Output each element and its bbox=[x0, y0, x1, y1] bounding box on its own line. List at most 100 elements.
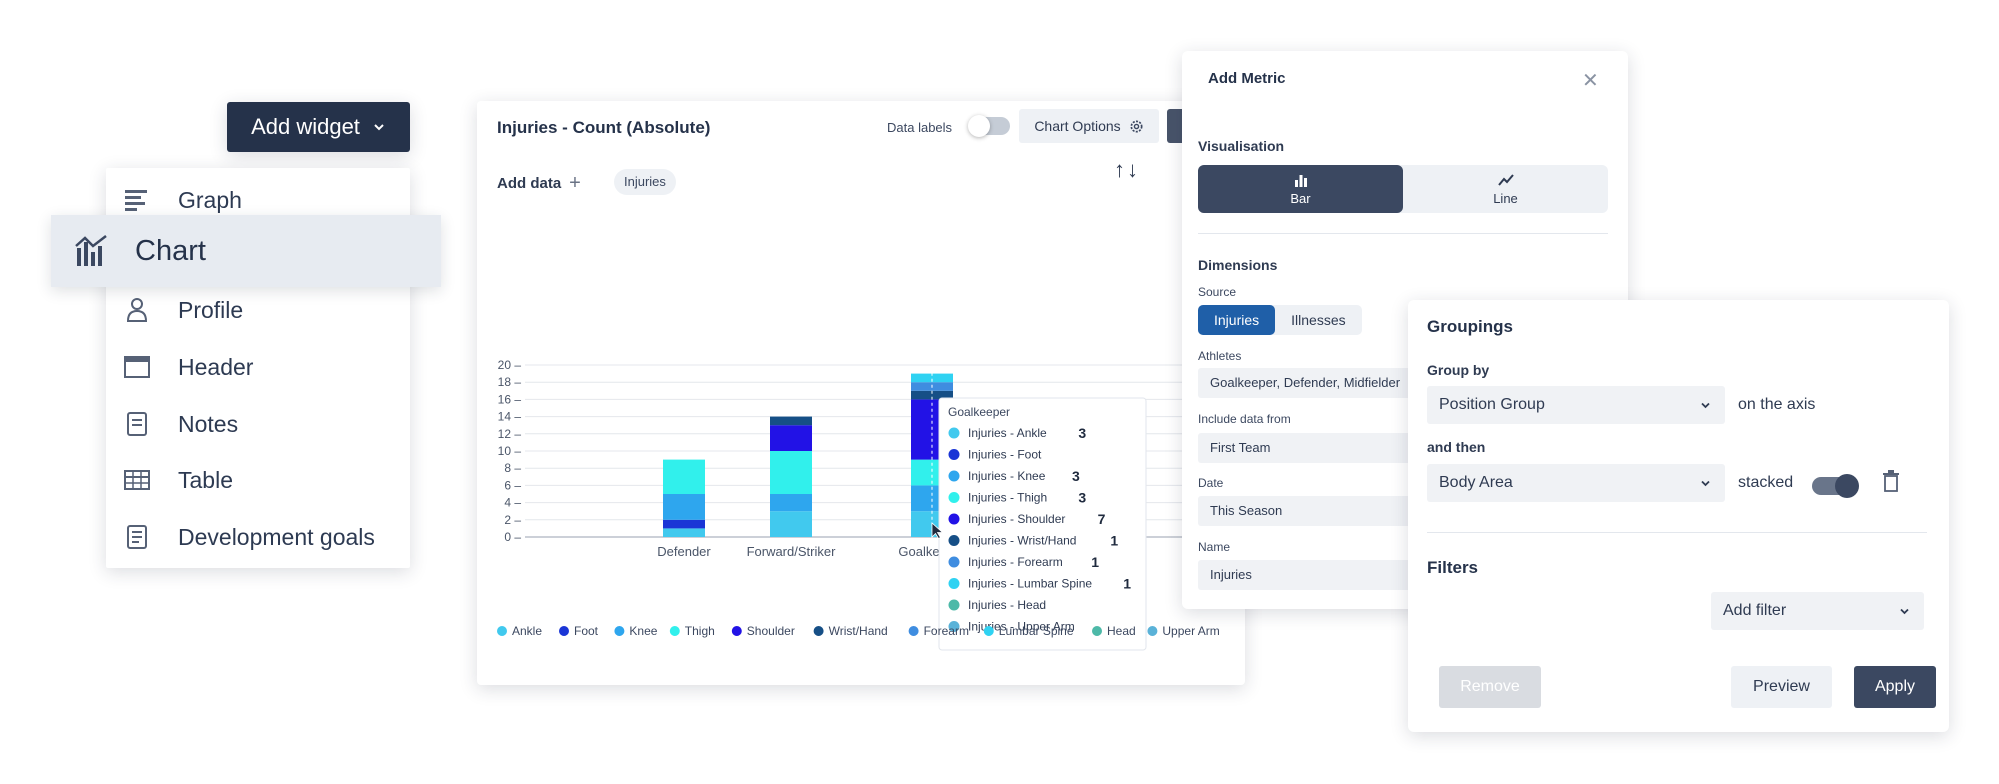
tooltip-box bbox=[938, 397, 1147, 651]
legend-item: Forearm bbox=[924, 624, 969, 638]
stacked-text: stacked bbox=[1738, 474, 1794, 491]
tooltip-swatch bbox=[948, 535, 960, 546]
source-option-illnesses[interactable]: Illnesses bbox=[1291, 312, 1346, 328]
tooltip-swatch bbox=[948, 578, 960, 589]
preview-button[interactable]: Preview bbox=[1731, 666, 1832, 708]
chevron-down-icon bbox=[1900, 608, 1909, 615]
sort-arrows-icon[interactable]: ↑↓ bbox=[1114, 157, 1140, 182]
y-tick-label: 12 – bbox=[498, 427, 522, 441]
tooltip-row-label: Injuries - Forearm bbox=[968, 555, 1063, 569]
add-data-label: Add data bbox=[497, 175, 562, 192]
date-field[interactable]: This Season bbox=[1198, 496, 1438, 526]
source-option-injuries[interactable]: Injuries bbox=[1198, 305, 1276, 335]
y-tick-label: 10 – bbox=[498, 444, 522, 458]
tooltip-swatch bbox=[948, 492, 960, 503]
chevron-down-icon bbox=[374, 124, 384, 131]
plus-icon: + bbox=[569, 172, 581, 194]
y-tick-label: 4 – bbox=[504, 496, 521, 510]
remove-button[interactable]: Remove bbox=[1439, 666, 1541, 708]
menu-item-label: Profile bbox=[178, 296, 244, 323]
bar-segment bbox=[663, 528, 705, 537]
athletes-field[interactable]: Goalkeeper, Defender, Midfielder bbox=[1198, 368, 1438, 398]
tooltip-row-value: 7 bbox=[1098, 511, 1106, 527]
name-field[interactable]: Injuries bbox=[1198, 560, 1438, 590]
profile-icon bbox=[122, 295, 152, 325]
legend-item: Head bbox=[1107, 624, 1136, 638]
vis-option-line[interactable]: Line bbox=[1403, 165, 1608, 213]
menu-item-header[interactable]: Header bbox=[106, 341, 410, 393]
bar-segment bbox=[770, 494, 812, 512]
visualisation-toggle: Bar Line bbox=[1198, 165, 1608, 213]
y-tick-label: 14 – bbox=[498, 410, 522, 424]
y-tick-label: 20 – bbox=[498, 358, 522, 372]
group-by-select[interactable]: Position Group bbox=[1427, 386, 1725, 424]
menu-item-graph[interactable]: Graph bbox=[106, 174, 410, 226]
tooltip-row-label: Injuries - Foot bbox=[968, 448, 1042, 462]
chart-options-label: Chart Options bbox=[1034, 118, 1121, 134]
tooltip-row-value: 1 bbox=[1123, 576, 1131, 592]
add-data-button[interactable]: Add data + bbox=[497, 172, 581, 195]
y-tick-label: 8 – bbox=[504, 461, 521, 475]
menu-item-notes[interactable]: Notes bbox=[106, 398, 410, 450]
trash-icon[interactable] bbox=[1882, 470, 1900, 492]
legend-item: Thigh bbox=[685, 624, 715, 638]
athletes-label: Athletes bbox=[1198, 349, 1242, 363]
data-source-chip[interactable]: Injuries bbox=[614, 169, 676, 195]
data-labels-toggle[interactable] bbox=[968, 115, 1010, 137]
legend-swatch bbox=[669, 626, 680, 636]
bar-segment bbox=[663, 519, 705, 529]
bar-segment bbox=[663, 459, 705, 494]
apply-button[interactable]: Apply bbox=[1854, 666, 1936, 708]
add-widget-label: Add widget bbox=[251, 114, 360, 139]
menu-item-development-goals[interactable]: Development goals bbox=[106, 511, 410, 563]
and-then-select[interactable]: Body Area bbox=[1427, 464, 1725, 502]
bar-segment bbox=[911, 373, 953, 383]
stacked-toggle[interactable] bbox=[1812, 474, 1859, 498]
data-labels-label: Data labels bbox=[887, 120, 953, 135]
bar-segment bbox=[663, 494, 705, 520]
gear-icon bbox=[1130, 120, 1143, 132]
and-then-label: and then bbox=[1427, 439, 1486, 455]
menu-item-table[interactable]: Table bbox=[106, 454, 410, 506]
menu-item-label: Table bbox=[178, 466, 233, 493]
legend-item: Upper Arm bbox=[1162, 624, 1219, 638]
tooltip-row-value: 3 bbox=[1078, 490, 1086, 506]
close-icon[interactable]: ✕ bbox=[1582, 70, 1599, 92]
legend-swatch bbox=[813, 626, 824, 636]
document-icon bbox=[122, 522, 152, 552]
chart-widget-card: Injuries - Count (Absolute) Data labels … bbox=[477, 101, 1245, 685]
tooltip-row-value: 1 bbox=[1091, 554, 1099, 570]
y-tick-label: 16 – bbox=[498, 392, 522, 406]
tooltip-swatch bbox=[948, 449, 960, 460]
legend-item: Knee bbox=[629, 624, 657, 638]
save-button[interactable] bbox=[1167, 109, 1183, 143]
tooltip-swatch bbox=[948, 513, 960, 525]
include-data-label: Include data from bbox=[1198, 412, 1291, 426]
legend-item: Shoulder bbox=[747, 624, 795, 638]
tooltip-row-label: Injuries - Lumbar Spine bbox=[968, 577, 1092, 591]
group-by-label: Group by bbox=[1427, 362, 1490, 378]
legend-swatch bbox=[1092, 626, 1102, 636]
add-widget-button[interactable]: Add widget bbox=[227, 102, 410, 152]
menu-item-label: Graph bbox=[178, 186, 242, 213]
add-filter-select[interactable]: Add filter bbox=[1711, 592, 1924, 630]
stacked-bar-chart: 0 – 2 – 4 – 6 – 8 – 10 – 12 – 14 – 16 – 18 – 20 – D… bbox=[497, 358, 1245, 651]
chart-options-button[interactable]: Chart Options bbox=[1019, 109, 1159, 143]
tooltip-swatch bbox=[948, 556, 960, 568]
menu-item-profile[interactable]: Profile bbox=[106, 284, 410, 336]
y-tick-label: 6 – bbox=[504, 478, 521, 492]
vis-option-bar[interactable]: Bar bbox=[1198, 165, 1403, 213]
bar-segment bbox=[770, 451, 812, 494]
tooltip-row-label: Injuries - Knee bbox=[968, 469, 1046, 483]
menu-item-label: Development goals bbox=[178, 523, 375, 550]
tooltip-row-label: Injuries - Thigh bbox=[968, 491, 1047, 505]
menu-item-chart[interactable]: Chart bbox=[51, 215, 441, 287]
y-tick-label: 18 – bbox=[498, 375, 522, 389]
x-tick-label: Forward/Striker bbox=[747, 544, 837, 559]
legend-item: Ankle bbox=[512, 624, 542, 638]
legend-item: Wrist/Hand bbox=[829, 624, 888, 638]
bar-segment bbox=[770, 425, 812, 451]
tooltip-row-label: Injuries - Upper Arm bbox=[968, 620, 1075, 634]
graph-icon bbox=[122, 185, 152, 215]
include-data-field[interactable]: First Team bbox=[1198, 433, 1438, 463]
